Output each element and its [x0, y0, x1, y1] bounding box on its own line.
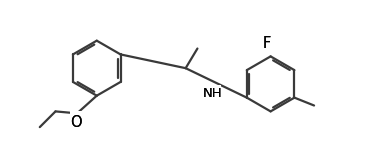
Bar: [204, 85, 221, 97]
Text: O: O: [70, 115, 82, 130]
Text: F: F: [262, 37, 271, 51]
Text: NH: NH: [202, 87, 222, 100]
Bar: [260, 45, 274, 54]
Text: F: F: [262, 37, 271, 51]
Bar: [70, 111, 82, 123]
Text: NH: NH: [202, 87, 222, 100]
Text: O: O: [70, 115, 82, 130]
